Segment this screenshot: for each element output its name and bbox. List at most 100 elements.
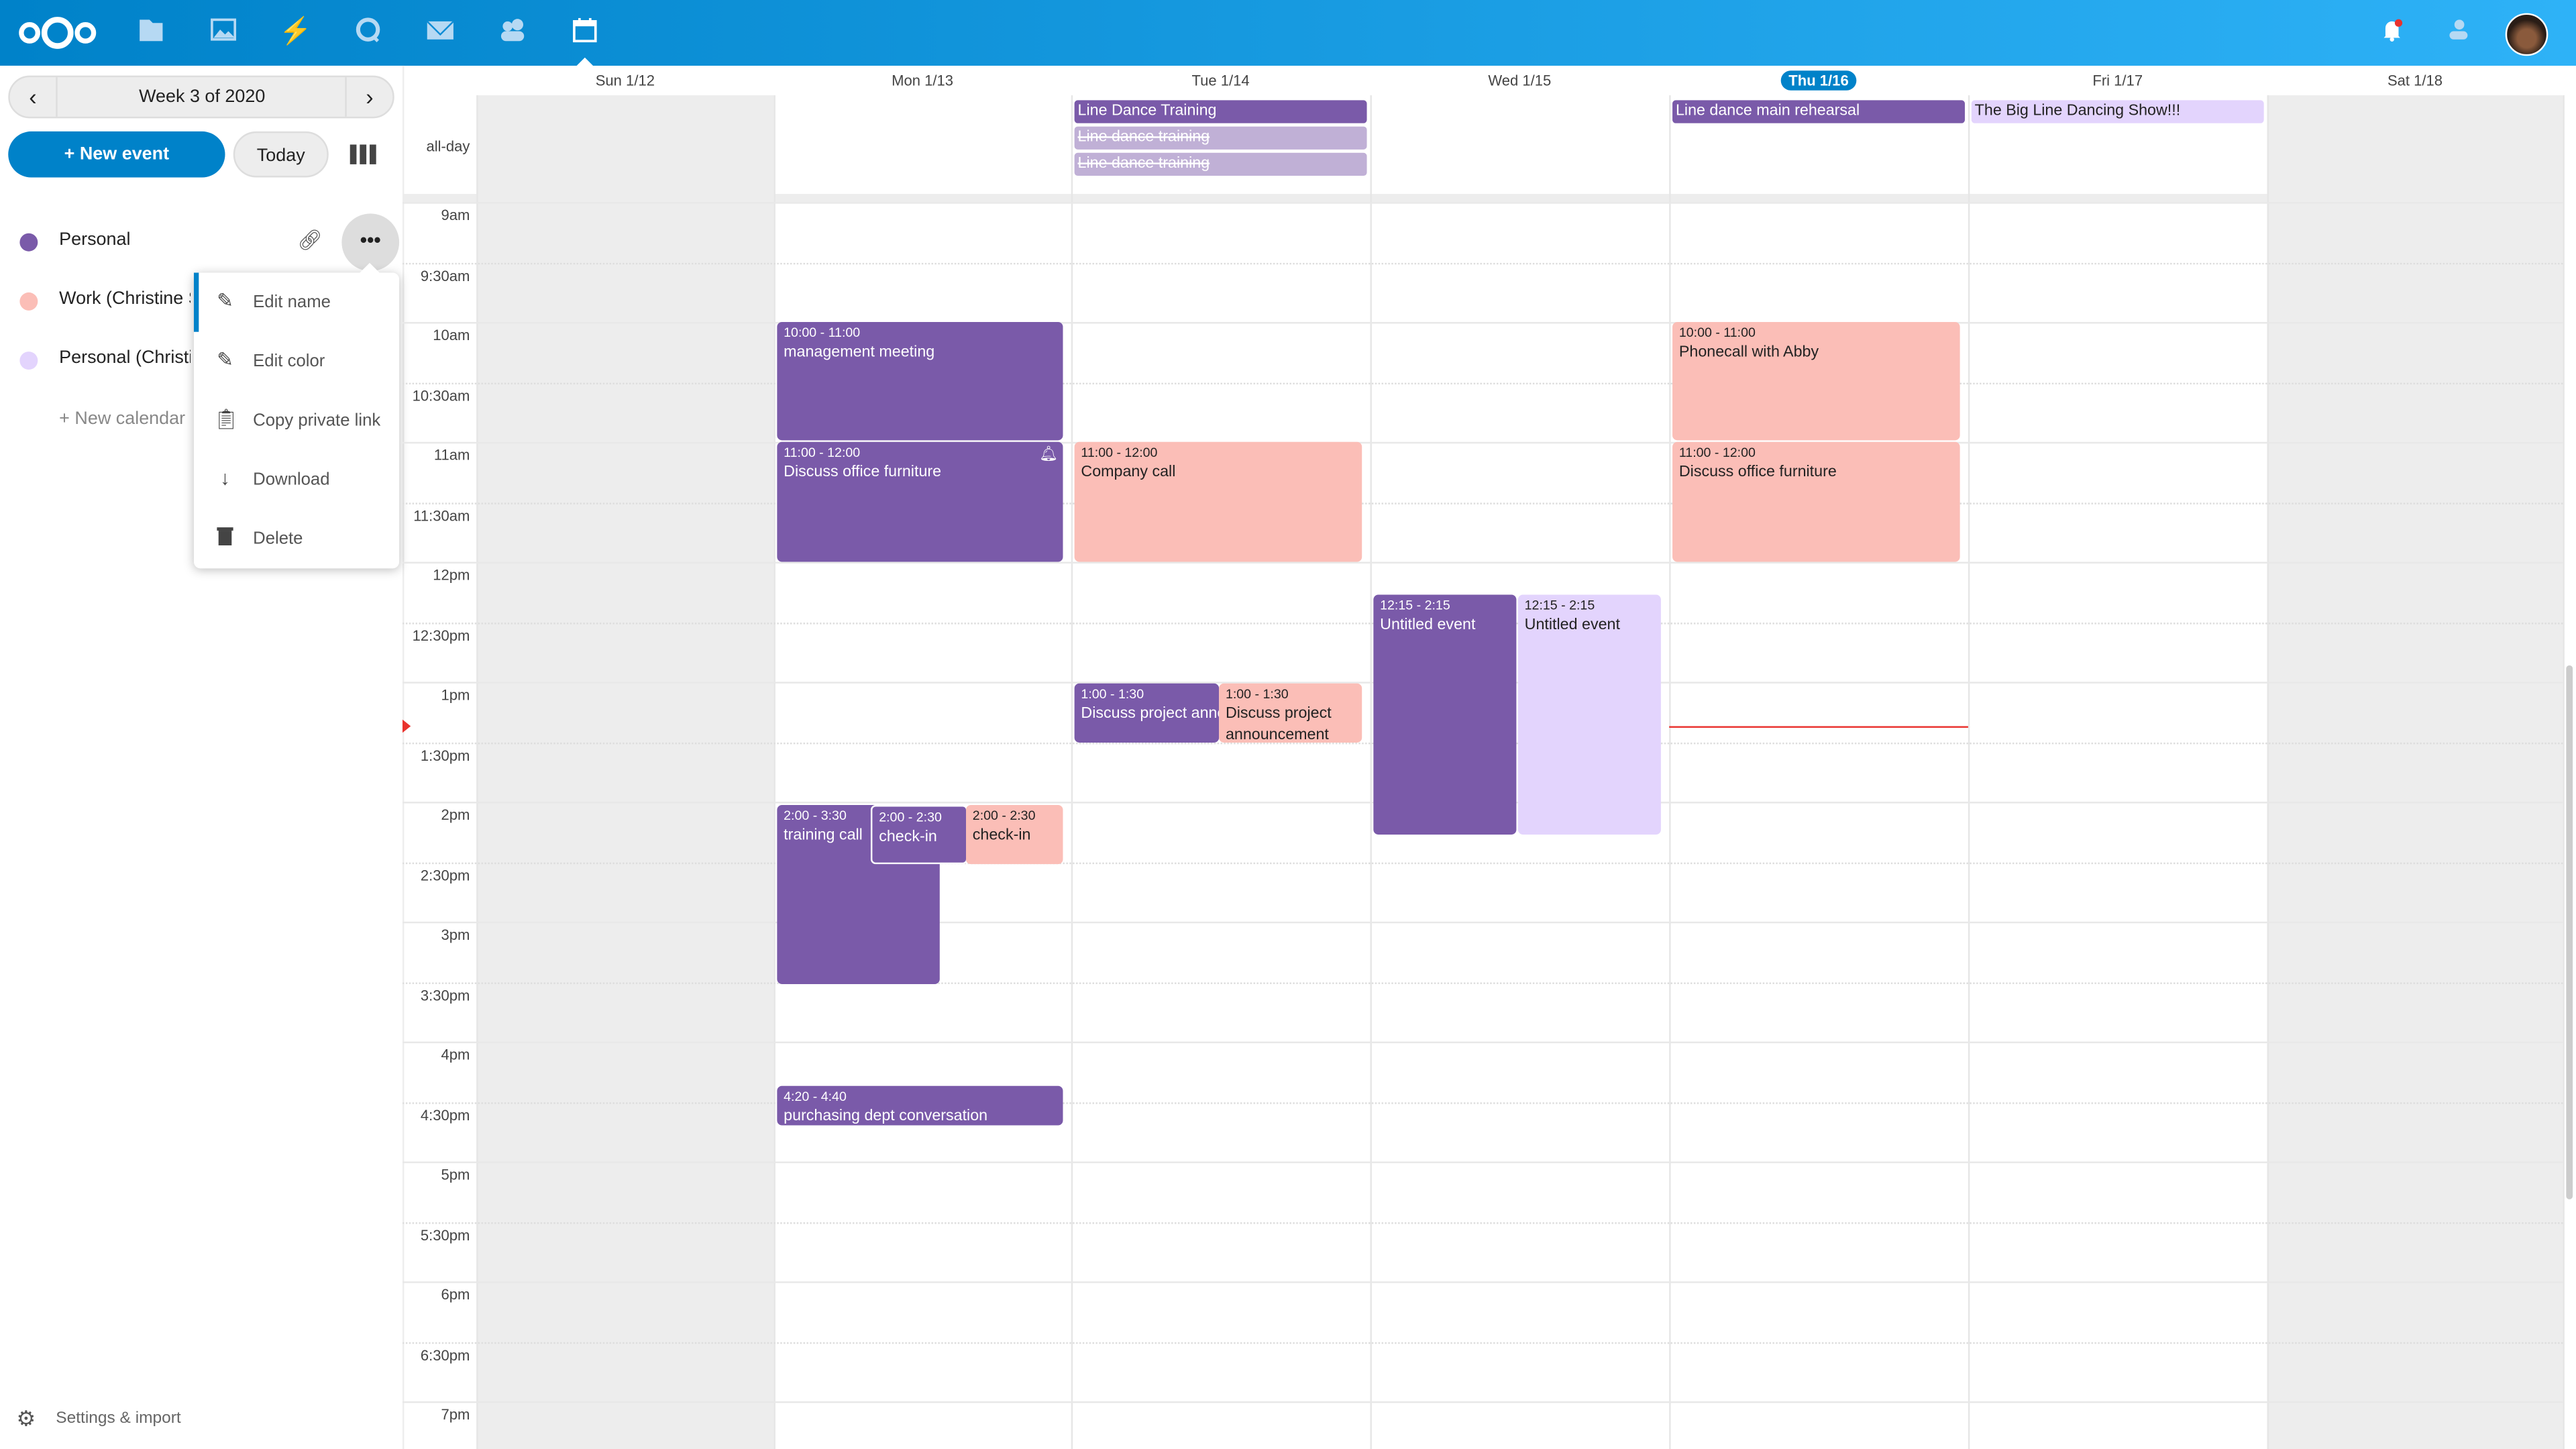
- event[interactable]: 10:00 - 11:00 Phonecall with Abby: [1672, 322, 1960, 441]
- new-event-button[interactable]: + New event: [8, 131, 225, 178]
- view-switcher-icon[interactable]: [350, 143, 376, 166]
- allday-event-cancelled[interactable]: Line dance training: [1074, 152, 1367, 176]
- allday-label: all-day: [426, 138, 470, 155]
- event-title: Phonecall with Abby: [1678, 343, 1819, 362]
- grid-line: [402, 502, 2563, 504]
- grid-line: [402, 1401, 2563, 1403]
- menu-item-download[interactable]: ↓ Download: [194, 450, 399, 509]
- event[interactable]: 1:00 - 1:30 Discuss project announcement: [1219, 683, 1362, 743]
- calendar-color-dot: [19, 233, 38, 252]
- event-title: Untitled event: [1380, 616, 1476, 635]
- day-column-border: [1370, 95, 1372, 1449]
- event[interactable]: 2:00 - 2:30 check-in: [966, 805, 1063, 865]
- day-header[interactable]: Wed 1/15: [1488, 72, 1552, 89]
- calendar-item-personal-shared[interactable]: Personal (Christine Schott): [0, 335, 402, 384]
- menu-item-copy-private-link[interactable]: 📋︎ Copy private link: [194, 391, 399, 450]
- allday-event[interactable]: Line dance main rehearsal: [1672, 100, 1965, 123]
- event[interactable]: 1:00 - 1:30 Discuss project announcement: [1074, 683, 1220, 743]
- contacts-icon[interactable]: [496, 16, 529, 49]
- time-label: 10:30am: [412, 386, 470, 404]
- event-title: training call: [784, 826, 863, 845]
- time-label: 12pm: [433, 566, 470, 584]
- day-header[interactable]: Tue 1/14: [1191, 72, 1250, 89]
- event[interactable]: 2:00 - 2:30 check-in: [870, 805, 968, 865]
- allday-event-cancelled[interactable]: Line dance training: [1074, 126, 1367, 150]
- grid-line: [402, 382, 2563, 384]
- pencil-icon: ✎: [217, 348, 233, 372]
- event-time: 11:00 - 12:00: [1678, 445, 1756, 460]
- scrollbar[interactable]: [2566, 665, 2573, 1199]
- time-label: 1:30pm: [420, 747, 470, 763]
- day-column-border: [476, 95, 478, 1449]
- day-column-border: [2563, 95, 2565, 1449]
- time-label: 1pm: [441, 686, 470, 704]
- top-bar: ⚡: [0, 0, 2576, 66]
- photos-icon[interactable]: [207, 16, 240, 49]
- day-header[interactable]: Sat 1/18: [2387, 72, 2443, 89]
- week-label[interactable]: Week 3 of 2020: [139, 87, 266, 107]
- notifications-icon[interactable]: [2375, 16, 2408, 49]
- event[interactable]: 11:00 - 12:00 Discuss office furniture: [1672, 441, 1960, 562]
- event[interactable]: 11:00 - 12:00 Company call: [1074, 441, 1362, 562]
- event-title: management meeting: [784, 343, 935, 362]
- event-title: Discuss project announcement: [1225, 704, 1332, 743]
- day-header[interactable]: Fri 1/17: [2092, 72, 2143, 89]
- current-time-line: [1669, 726, 1968, 728]
- files-icon[interactable]: [135, 16, 168, 49]
- active-indicator: [193, 272, 199, 332]
- calendar-item-work[interactable]: Work (Christine Schott): [0, 276, 402, 325]
- event-title: Company call: [1081, 463, 1176, 482]
- more-actions-button[interactable]: •••: [341, 213, 400, 272]
- grid-line: [402, 1221, 2563, 1224]
- activity-icon[interactable]: ⚡: [279, 17, 313, 46]
- next-week-button[interactable]: ›: [345, 77, 392, 117]
- event-time: 10:00 - 11:00: [784, 325, 861, 340]
- day-header[interactable]: Mon 1/13: [892, 72, 954, 89]
- event-time: 1:00 - 1:30: [1081, 686, 1144, 702]
- menu-item-edit-name[interactable]: ✎ Edit name: [193, 272, 399, 332]
- allday-event[interactable]: Line Dance Training: [1074, 100, 1367, 123]
- day-header[interactable]: Sun 1/12: [595, 72, 655, 89]
- event[interactable]: 11:00 - 12:00 Discuss office furniture 🔔︎: [777, 441, 1063, 562]
- menu-item-edit-color[interactable]: ✎ Edit color: [194, 332, 399, 391]
- new-calendar-button[interactable]: + New calendar: [59, 409, 186, 429]
- nextcloud-logo-icon[interactable]: [16, 16, 98, 49]
- talk-icon[interactable]: [352, 16, 384, 49]
- today-button[interactable]: Today: [233, 131, 329, 178]
- menu-label: Delete: [253, 529, 303, 549]
- time-label: 9am: [441, 207, 470, 224]
- grid-line: [402, 1281, 2563, 1283]
- grid-line: [402, 1161, 2563, 1163]
- time-label: 6:30pm: [420, 1346, 470, 1363]
- time-label: 11:30am: [413, 506, 470, 524]
- time-label: 2:30pm: [420, 866, 470, 883]
- grid-line: [402, 1041, 2563, 1044]
- day-header-today[interactable]: Thu 1/16: [1669, 66, 1968, 95]
- avatar[interactable]: [2505, 13, 2548, 56]
- allday-event[interactable]: The Big Line Dancing Show!!!: [1971, 100, 2264, 123]
- menu-item-delete[interactable]: Delete: [194, 509, 399, 568]
- today-badge: Thu 1/16: [1780, 70, 1857, 91]
- grid-line: [402, 981, 2563, 983]
- grid-line: [402, 921, 2563, 924]
- menu-arrow: [360, 262, 380, 273]
- grid-line: [402, 322, 2563, 324]
- settings-button[interactable]: ⚙ Settings & import: [16, 1406, 345, 1436]
- calendar-icon[interactable]: [568, 16, 601, 49]
- previous-week-button[interactable]: ‹: [10, 77, 58, 117]
- gear-icon: ⚙: [16, 1406, 36, 1432]
- event[interactable]: 12:15 - 2:15 Untitled event: [1517, 594, 1661, 835]
- mail-icon[interactable]: [424, 16, 457, 49]
- event[interactable]: 10:00 - 11:00 management meeting: [777, 322, 1063, 441]
- event[interactable]: 12:15 - 2:15 Untitled event: [1373, 594, 1517, 835]
- share-link-icon[interactable]: 🔗︎: [297, 228, 323, 252]
- contacts-menu-icon[interactable]: [2441, 16, 2474, 49]
- day-column-border: [2267, 95, 2269, 1449]
- calendar-item-personal[interactable]: Personal 🔗︎ •••: [0, 213, 402, 272]
- event[interactable]: 4:20 - 4:40 purchasing dept conversation: [777, 1085, 1063, 1126]
- event-time: 10:00 - 11:00: [1678, 325, 1756, 340]
- event-title: Discuss project announcement: [1081, 704, 1219, 723]
- weekend-bg-sun: [476, 95, 774, 1449]
- time-label: 6pm: [441, 1286, 470, 1303]
- pencil-icon: ✎: [217, 289, 233, 313]
